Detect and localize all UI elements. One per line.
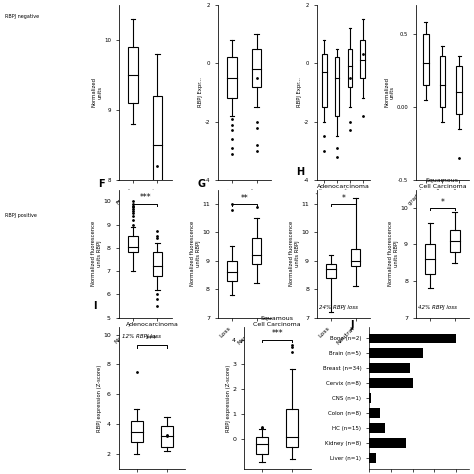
Bar xyxy=(256,437,268,454)
Bar xyxy=(423,34,428,85)
Text: RBPJ negative: RBPJ negative xyxy=(5,14,39,19)
Y-axis label: Normalized fluorescence
units RBPJ: Normalized fluorescence units RBPJ xyxy=(289,221,300,286)
Bar xyxy=(347,49,352,87)
Bar xyxy=(252,49,261,87)
Y-axis label: RBPJ Expr...: RBPJ Expr... xyxy=(198,77,203,108)
Bar xyxy=(327,264,336,278)
Bar xyxy=(439,56,446,107)
Y-axis label: RBPJ expression (Z-score): RBPJ expression (Z-score) xyxy=(97,365,102,432)
Text: ***: *** xyxy=(146,335,158,344)
Text: I: I xyxy=(93,301,97,311)
Bar xyxy=(252,238,261,264)
Text: 12% RBPJ loss: 12% RBPJ loss xyxy=(122,335,161,339)
Bar xyxy=(450,230,459,252)
Bar xyxy=(161,426,173,447)
Text: G: G xyxy=(197,179,205,189)
Text: ***: *** xyxy=(139,193,151,202)
Bar xyxy=(369,334,456,343)
Bar xyxy=(369,348,423,358)
Bar xyxy=(369,453,376,463)
Y-axis label: Normalized fluorescence
units RBPJ: Normalized fluorescence units RBPJ xyxy=(190,221,201,286)
Text: J: J xyxy=(351,320,355,330)
Title: Squamous
Cell Carcinoma: Squamous Cell Carcinoma xyxy=(419,178,466,189)
Text: 42% RBPJ loss: 42% RBPJ loss xyxy=(419,305,457,310)
Title: Adenocarcinoma: Adenocarcinoma xyxy=(126,322,178,327)
Title: Adenocarcinoma: Adenocarcinoma xyxy=(317,184,370,189)
Y-axis label: Normalized
units: Normalized units xyxy=(91,77,102,108)
Y-axis label: Normalized
units: Normalized units xyxy=(384,77,395,108)
Bar xyxy=(153,96,162,194)
Text: **: ** xyxy=(240,193,248,202)
Y-axis label: RBPJ Expr...: RBPJ Expr... xyxy=(297,77,302,108)
Bar xyxy=(456,66,462,114)
Text: 24% RBPJ loss: 24% RBPJ loss xyxy=(319,305,358,310)
Bar xyxy=(228,261,237,281)
Text: F: F xyxy=(98,179,105,189)
Bar xyxy=(369,423,385,433)
Text: *: * xyxy=(440,198,445,207)
Bar xyxy=(369,364,410,373)
Bar xyxy=(286,410,299,447)
Text: RBPJ positive: RBPJ positive xyxy=(5,213,36,219)
Y-axis label: RBPJ expression (Z-score): RBPJ expression (Z-score) xyxy=(226,365,231,432)
Title: Squamous
Cell Carcinoma: Squamous Cell Carcinoma xyxy=(254,316,301,327)
Bar xyxy=(369,408,380,418)
Bar xyxy=(128,47,138,103)
Bar xyxy=(322,55,327,107)
Y-axis label: Normalized fluorescence
units RBPJ: Normalized fluorescence units RBPJ xyxy=(388,221,399,286)
Bar xyxy=(153,253,162,276)
Bar xyxy=(228,57,237,98)
Bar xyxy=(335,57,339,116)
Text: H: H xyxy=(296,166,304,176)
Bar xyxy=(351,249,360,266)
Bar xyxy=(426,245,435,273)
Text: ***: *** xyxy=(271,329,283,338)
Y-axis label: Normalized fluorescence
units RBPJ: Normalized fluorescence units RBPJ xyxy=(91,221,102,286)
Bar xyxy=(128,236,138,253)
Bar xyxy=(131,421,143,442)
Bar xyxy=(360,40,365,78)
Text: *: * xyxy=(341,193,346,202)
Bar xyxy=(369,393,371,403)
Bar xyxy=(369,438,406,448)
Bar xyxy=(369,378,412,388)
